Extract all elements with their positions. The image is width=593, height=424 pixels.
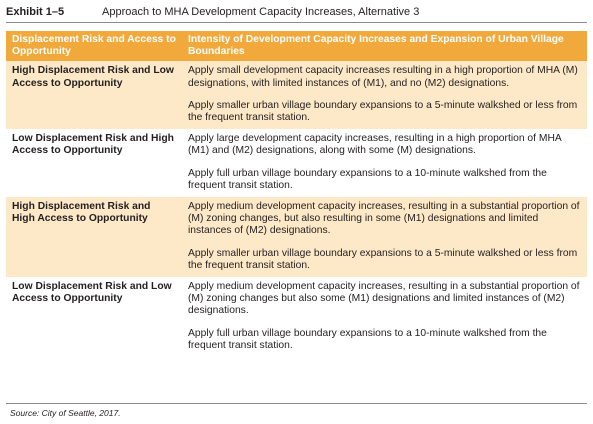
row-approach: Apply large development capacity increas… xyxy=(182,129,587,198)
column-header-intensity: Intensity of Development Capacity Increa… xyxy=(182,31,587,62)
capacity-table: Displacement Risk and Access to Opportun… xyxy=(6,31,587,358)
approach-boundary-text: Apply smaller urban village boundary exp… xyxy=(188,99,578,124)
row-category: Low Displacement Risk and High Access to… xyxy=(6,129,182,198)
row-category: High Displacement Risk and High Access t… xyxy=(6,197,182,278)
table-row: High Displacement Risk and Low Access to… xyxy=(6,61,587,130)
approach-capacity-text: Apply medium development capacity increa… xyxy=(188,201,580,237)
approach-boundary-text: Apply smaller urban village boundary exp… xyxy=(188,247,578,271)
approach-capacity-text: Apply large development capacity increas… xyxy=(188,133,562,157)
approach-boundary-text: Apply full urban village boundary expans… xyxy=(188,167,547,191)
table-row: Low Displacement Risk and Low Access to … xyxy=(6,277,587,358)
exhibit-header: Exhibit 1–5 Approach to MHA Development C… xyxy=(6,4,586,20)
table-row: Low Displacement Risk and High Access to… xyxy=(6,129,587,198)
header-rule xyxy=(6,22,587,23)
row-category: Low Displacement Risk and Low Access to … xyxy=(6,277,182,358)
exhibit-title: Approach to MHA Development Capacity Inc… xyxy=(102,6,420,18)
footer-rule xyxy=(6,403,587,404)
approach-boundary-text: Apply full urban village boundary expans… xyxy=(188,327,547,351)
row-approach: Apply medium development capacity increa… xyxy=(182,197,587,278)
row-approach: Apply small development capacity increas… xyxy=(182,61,587,130)
exhibit-number: Exhibit 1–5 xyxy=(6,6,65,18)
table-row: High Displacement Risk and High Access t… xyxy=(6,197,587,278)
table-header-row: Displacement Risk and Access to Opportun… xyxy=(6,31,587,62)
approach-capacity-text: Apply medium development capacity increa… xyxy=(188,281,580,317)
row-category: High Displacement Risk and Low Access to… xyxy=(6,61,182,130)
column-header-displacement-risk: Displacement Risk and Access to Opportun… xyxy=(6,31,182,62)
row-approach: Apply medium development capacity increa… xyxy=(182,277,587,358)
source-note: Source: City of Seattle, 2017. xyxy=(10,408,121,418)
approach-capacity-text: Apply small development capacity increas… xyxy=(188,65,578,89)
